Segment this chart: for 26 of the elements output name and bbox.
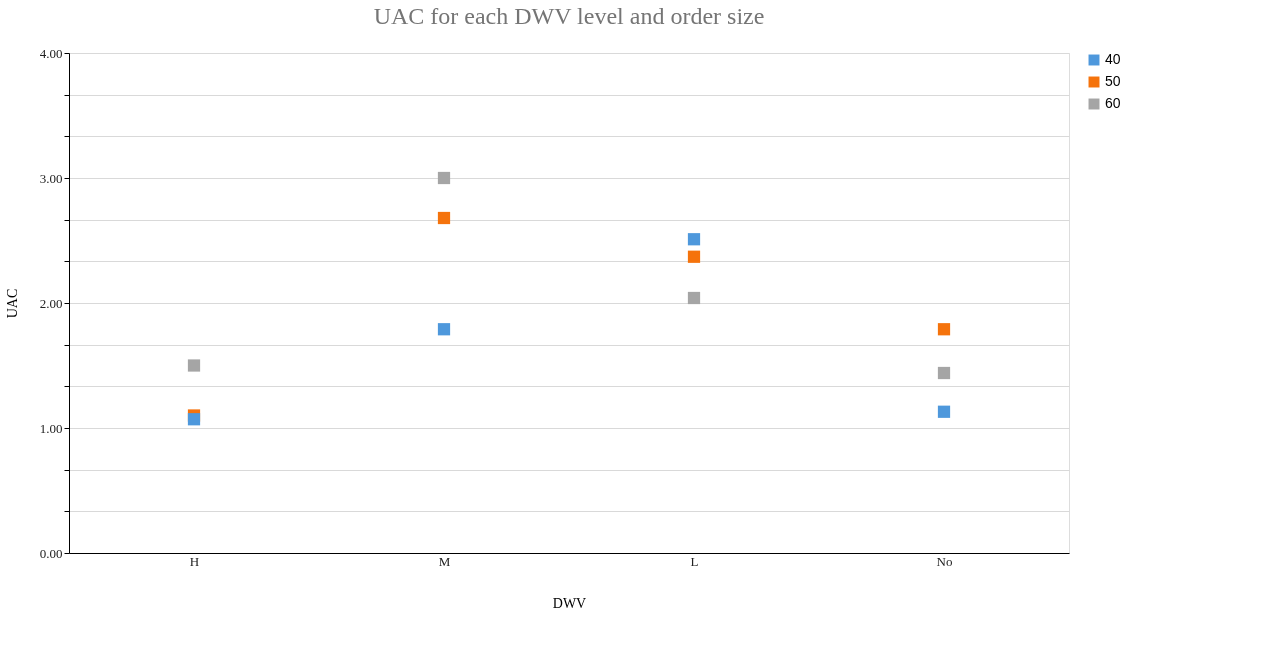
point — [937, 323, 951, 336]
point — [437, 171, 451, 185]
y-tick-label: 4.00 — [39, 45, 63, 61]
point — [937, 405, 951, 418]
legend-label: 50 — [1105, 73, 1121, 89]
y-axis-title: UAC — [4, 288, 20, 319]
x-axis-title: DWV — [552, 595, 587, 611]
point — [937, 366, 951, 380]
x-tick-label: M — [438, 553, 451, 569]
chart-title: UAC for each DWV level and order size — [373, 3, 765, 29]
point — [687, 291, 701, 305]
y-tick-label: 0.00 — [39, 545, 63, 561]
point — [437, 323, 451, 336]
y-tick-label: 2.00 — [39, 295, 63, 311]
x-tick-label: L — [690, 553, 699, 569]
point — [437, 211, 451, 225]
y-tick-label: 3.00 — [39, 170, 63, 186]
x-tick-label: H — [189, 553, 200, 569]
legend-label: 40 — [1105, 51, 1121, 67]
legend-label: 60 — [1105, 95, 1121, 111]
y-tick-label: 1.00 — [39, 420, 63, 436]
x-tick-label: No — [936, 553, 953, 569]
point — [187, 359, 201, 372]
point — [687, 233, 701, 246]
point — [187, 413, 201, 426]
point — [687, 250, 701, 263]
